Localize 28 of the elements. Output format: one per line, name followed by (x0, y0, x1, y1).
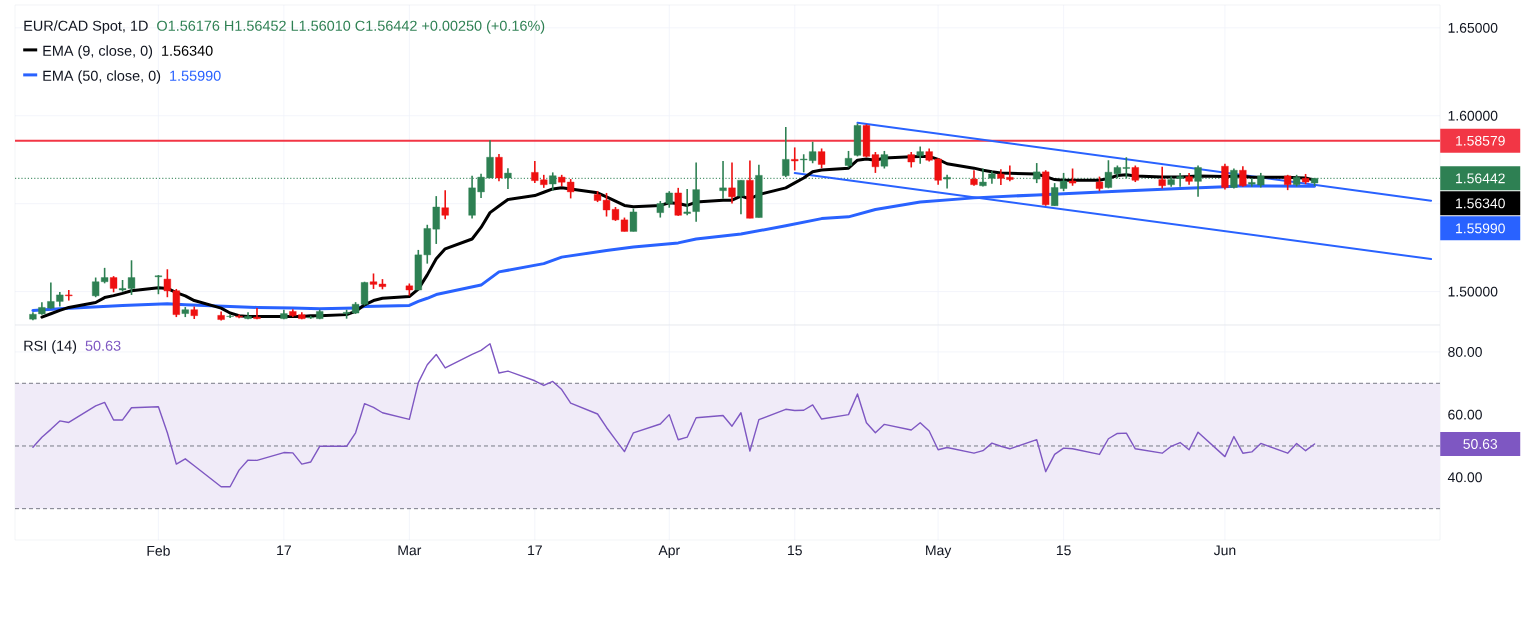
text: EUR/CAD Spot, 1D (24, 20, 148, 34)
text: O1.56176 H1.56452 L1.56010 C1.56442 +0.00250 (+0.16%) (157, 20, 545, 34)
y-tick-label: 40.00 (1447, 472, 1482, 483)
x-tick-label: May (926, 545, 952, 559)
x-tick-label: 17 (528, 545, 542, 556)
text: 1.56340 (1456, 198, 1505, 209)
x-tick-label: 15 (1056, 545, 1071, 556)
legend-label: EMA (50, close, 0) (43, 70, 161, 84)
y-tick-label: 80.00 (1448, 347, 1482, 357)
y-tick-label: 1.60000 (1448, 110, 1498, 121)
text: 1.55990 (1456, 223, 1505, 234)
annotation: 50.63 (85, 340, 121, 351)
text: 50.63 (1463, 439, 1498, 449)
x-tick-label: Apr (658, 545, 680, 559)
ref-line-label: 1.58579 (1456, 135, 1505, 146)
x-tick-label: 17 (277, 545, 291, 556)
text: RSI (14) (24, 340, 77, 354)
x-tick-label: Mar (398, 545, 422, 556)
annotation: 1.56340 (162, 45, 213, 56)
x-tick-label: 15 (788, 545, 802, 556)
y-tick-label: 60.00 (1448, 409, 1482, 420)
ref-line-label: 1.56442 (1456, 173, 1505, 184)
y-tick-label: 1.65000 (1448, 22, 1498, 33)
legend-label: EMA (9, close, 0) (43, 45, 153, 59)
annotation: 1.55990 (170, 70, 221, 81)
y-tick-label: 1.50000 (1448, 286, 1498, 297)
x-tick-label: Jun (1213, 545, 1236, 556)
x-tick-label: Feb (147, 545, 170, 556)
